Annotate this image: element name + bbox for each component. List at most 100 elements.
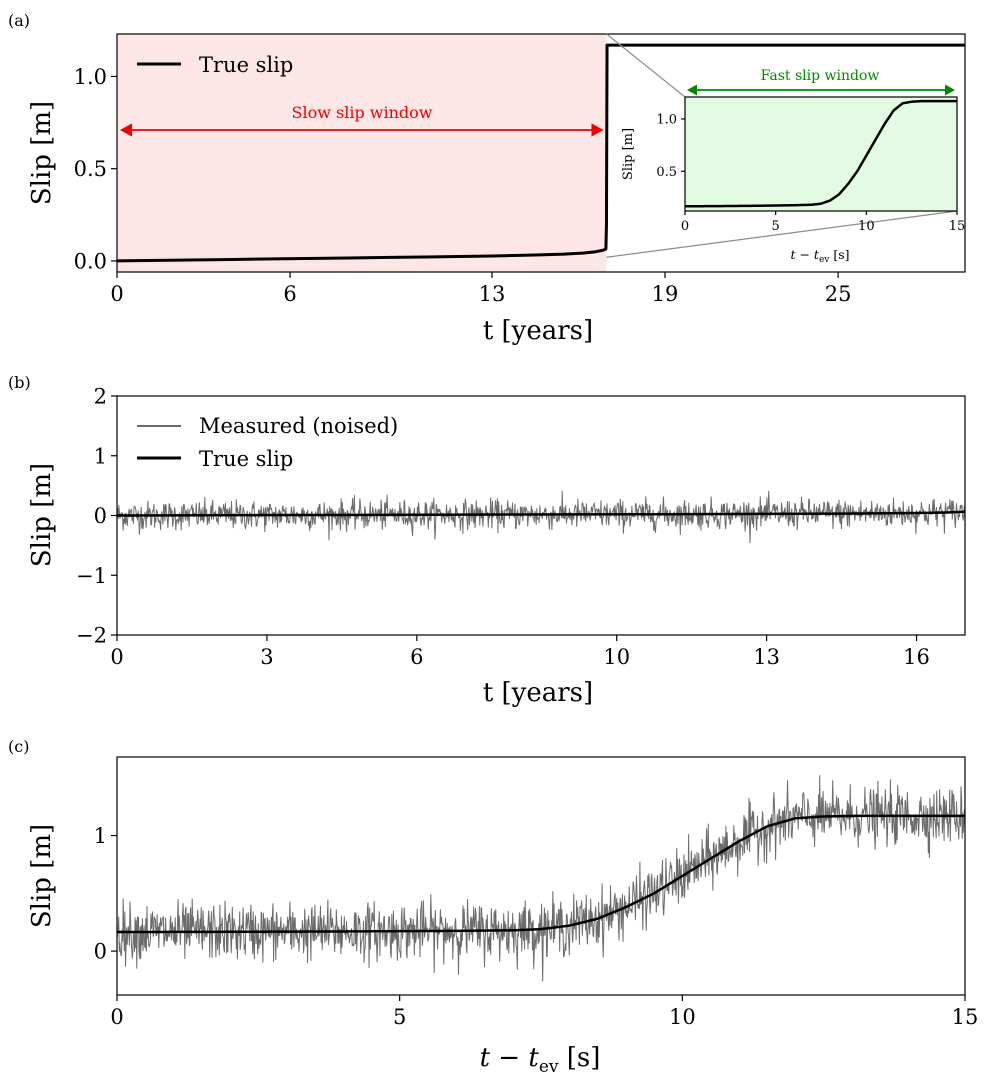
panel-b-y-tick-label: −1 (76, 564, 107, 588)
panel-b-y-axis-label: Slip [m] (27, 463, 57, 567)
true-slip-line (116, 43, 965, 263)
inset-x-tick-label: 5 (772, 219, 780, 234)
panel-b-x-ticks: 0 3 6 10 13 16 (110, 635, 930, 669)
inset-x-label-var2: t (814, 247, 820, 262)
panel-c-x-axis-label: t − tev [s] (480, 1043, 601, 1077)
true-slip-line (117, 814, 965, 934)
fast-slip-window-arrow (687, 84, 955, 96)
inset-x-label-sub: ev (819, 255, 830, 265)
panel-a-frame (116, 33, 966, 273)
panel-c-x-tick-label: 10 (669, 1005, 696, 1029)
panel-c-x-ticks: 0 5 10 15 (110, 995, 978, 1029)
panel-b: 0 3 6 10 13 16 −2 −1 0 1 2 Measured (noised) True… (27, 385, 966, 708)
panel-a-x-tick-label: 25 (825, 282, 852, 306)
fast-slip-window-label: Fast slip window (761, 68, 880, 84)
panel-label-a: (a) (8, 11, 30, 30)
panel-a-x-tick-label: 19 (652, 282, 679, 306)
panel-b-x-axis-label: t [years] (483, 678, 593, 708)
panel-a-series (116, 43, 965, 263)
panel-label-b: (b) (8, 373, 31, 392)
panel-b-y-tick-label: 2 (94, 385, 107, 409)
connector-top (606, 33, 686, 98)
slow-window-arrow-head-left (120, 123, 132, 137)
panel-b-x-tick-label: 6 (410, 645, 423, 669)
panel-a-x-axis-label: t [years] (483, 316, 593, 346)
panel-b-legend: Measured (noised) True slip (137, 414, 398, 471)
panel-b-legend-box (125, 403, 425, 481)
panel-c-x-label-unit-space (559, 1043, 567, 1073)
legend-true-slip-label: True slip (199, 447, 293, 471)
panel-c-y-axis-label: Slip [m] (27, 824, 57, 928)
slow-slip-window-label: Slow slip window (292, 103, 433, 122)
measured-noised-line (116, 490, 966, 544)
panel-c-x-label-minus: − (490, 1043, 528, 1073)
panel-c-y-tick-label: 0 (94, 940, 107, 964)
slow-slip-window-band (117, 34, 607, 272)
panel-c-y-ticks: 01 (94, 824, 117, 964)
panel-a-y-ticks: 0.0 0.5 1.0 (74, 65, 117, 273)
panel-a-axes (116, 33, 966, 273)
panel-c-series (116, 775, 966, 982)
inset-x-ticks: 0 5 10 15 (681, 211, 965, 234)
panel-c-x-label-unit: [s] (567, 1043, 601, 1073)
inset-x-label-minus: − (796, 247, 814, 262)
true-slip-line (116, 510, 966, 517)
measured-noised-line (116, 775, 966, 982)
panel-c-x-label-var2: t (528, 1043, 539, 1073)
inset-x-tick-label: 10 (858, 219, 875, 234)
inset-series (684, 99, 958, 208)
inset-y-ticks: 0.5 1.0 (656, 113, 685, 180)
panel-c-x-tick-label: 0 (110, 1005, 123, 1029)
inset-true-slip-line (684, 99, 958, 208)
panel-a-x-tick-label: 0 (110, 282, 123, 306)
panel-c-x-tick-label: 15 (952, 1005, 979, 1029)
inset-y-tick-label: 1.0 (656, 113, 677, 128)
panel-a-x-tick-label: 6 (283, 282, 296, 306)
inset-y-axis-label: Slip [m] (621, 128, 636, 180)
panel-a-y-axis-label: Slip [m] (27, 101, 57, 205)
panel-c-axes (116, 756, 966, 996)
inset-frame (684, 96, 958, 212)
fast-window-arrow-head-left (687, 84, 697, 96)
panel-a-y-tick-label: 0.0 (74, 249, 107, 273)
panel-c: 0 5 10 15 01 t − tev [s] Slip [m] (27, 756, 978, 1077)
panel-a: 0 6 13 19 25 0.0 0.5 1.0 Slow slip window True… (27, 33, 966, 346)
panel-c-x-tick-label: 5 (393, 1005, 406, 1029)
panel-b-y-ticks: −2 −1 0 1 2 (76, 385, 117, 648)
panel-c-x-label-var: t (480, 1043, 491, 1073)
inset-x-axis-label: t − tev [s] (790, 247, 849, 265)
panel-label-c: (c) (8, 737, 29, 756)
panel-c-y-tick-label: 1 (94, 824, 107, 848)
panel-c-x-label-sub: ev (539, 1057, 559, 1077)
panel-a-y-tick-label: 1.0 (74, 65, 107, 89)
panel-b-x-tick-label: 10 (603, 645, 630, 669)
panel-b-x-tick-label: 3 (260, 645, 273, 669)
inset-x-label-unit: [s] (833, 247, 849, 262)
inset-zoom-connectors (606, 33, 958, 258)
inset-y-tick-label: 0.5 (656, 165, 677, 180)
fast-slip-inset: 0 5 10 15 0.51.0 Fast slip window t − tev [… (621, 68, 965, 265)
panel-b-y-tick-label: −2 (76, 624, 107, 648)
panel-b-y-tick-label: 0 (94, 504, 107, 528)
panel-a-legend: True slip (137, 53, 293, 77)
panel-b-y-tick-label: 1 (94, 444, 107, 468)
slow-window-arrow-head-right (591, 123, 604, 137)
slow-slip-window-arrow (120, 123, 604, 137)
fast-slip-window-band (685, 97, 957, 211)
inset-x-tick-label: 0 (681, 219, 689, 234)
legend-measured-label: Measured (noised) (199, 414, 398, 438)
panel-b-series (116, 490, 966, 544)
connector-bottom (606, 210, 958, 258)
fast-window-arrow-head-right (945, 84, 955, 96)
inset-axes (684, 96, 958, 212)
panel-a-y-tick-label: 0.5 (74, 157, 107, 181)
panel-c-frame (116, 756, 966, 996)
inset-x-label-var: t (790, 247, 796, 262)
panel-b-x-tick-label: 13 (753, 645, 780, 669)
legend-true-slip-label: True slip (199, 53, 293, 77)
panel-b-x-tick-label: 0 (110, 645, 123, 669)
inset-x-tick-label: 15 (949, 219, 966, 234)
panel-a-x-ticks: 0 6 13 19 25 (110, 272, 851, 306)
panel-a-x-tick-label: 13 (479, 282, 506, 306)
